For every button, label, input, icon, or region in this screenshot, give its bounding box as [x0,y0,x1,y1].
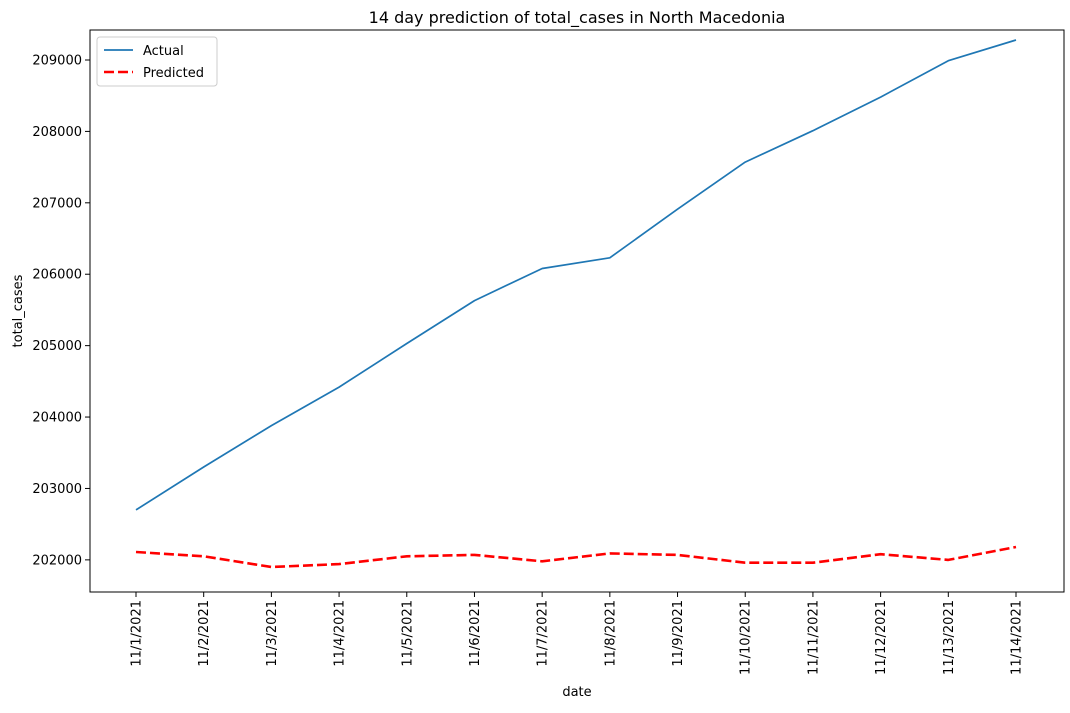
y-axis-label: total_cases [11,274,26,347]
y-tick-label: 209000 [32,53,82,68]
y-tick-label: 202000 [32,553,82,568]
x-tick-label: 11/5/2021 [400,600,415,667]
series-line-actual [135,39,1017,511]
legend: Actual Predicted [96,36,218,87]
x-tick-label: 11/8/2021 [603,600,618,667]
x-tick-label: 11/4/2021 [333,600,348,667]
x-tick-label: 11/9/2021 [671,600,686,667]
x-tick-label: 11/10/2021 [739,600,754,675]
x-tick-label: 11/13/2021 [942,600,957,675]
series-line-predicted [135,545,1017,569]
x-tick-label: 11/6/2021 [468,600,483,667]
x-tick-label: 11/14/2021 [1010,600,1025,675]
x-tick-label: 11/7/2021 [536,600,551,667]
y-tick-label: 205000 [32,339,82,354]
y-tick-label: 206000 [32,268,82,283]
y-tick-label: 207000 [32,196,82,211]
legend-label-predicted: Predicted [143,66,204,81]
x-tick-label: 11/12/2021 [874,600,889,675]
chart-title: 14 day prediction of total_cases in Nort… [369,8,786,28]
y-tick-label: 208000 [32,125,82,140]
x-tick-label: 11/2/2021 [197,600,212,667]
x-tick-label: 11/3/2021 [265,600,280,667]
plot-frame [89,29,1065,593]
y-tick-label: 204000 [32,411,82,426]
x-axis-label: date [562,685,591,700]
x-tick-label: 11/1/2021 [130,600,145,667]
x-tick-label: 11/11/2021 [806,600,821,675]
y-tick-label: 203000 [32,482,82,497]
legend-label-actual: Actual [143,44,184,59]
